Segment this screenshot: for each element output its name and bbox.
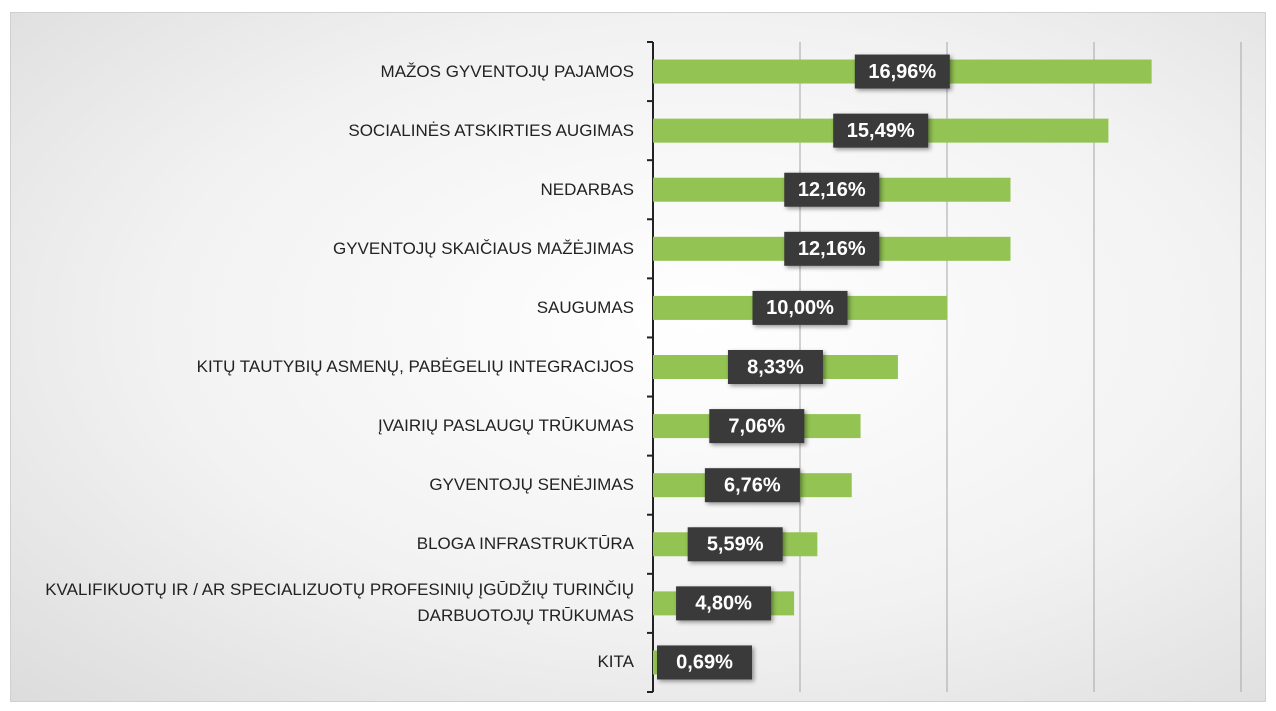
value-label-box [709, 409, 805, 444]
value-label: 15,49% [847, 120, 915, 142]
value-label: 10,00% [766, 297, 834, 319]
value-label-box [657, 645, 752, 680]
value-label: 8,33% [747, 356, 804, 378]
category-label: GYVENTOJŲ SKAIČIAUS MAŽĖJIMAS [332, 238, 634, 258]
value-label: 16,96% [868, 61, 936, 83]
value-label-box [784, 231, 880, 266]
category-label: NEDARBAS [540, 179, 634, 199]
value-label: 7,06% [728, 415, 785, 437]
value-label-box [854, 54, 950, 89]
category-label: ĮVAIRIŲ PASLAUGŲ TRŪKUMAS [378, 416, 634, 436]
value-label: 0,69% [676, 652, 733, 674]
value-label-box [833, 113, 929, 148]
category-label: KVALIFIKUOTŲ IR / AR SPECIALIZUOTŲ PROFE… [45, 580, 634, 626]
value-label-box [784, 172, 880, 207]
value-label: 12,16% [798, 238, 866, 260]
value-label-box [704, 468, 800, 503]
value-label-box [687, 527, 783, 562]
value-label-box [752, 290, 848, 325]
category-label: SOCIALINĖS ATSKIRTIES AUGIMAS [348, 120, 634, 140]
value-label: 4,80% [695, 593, 752, 615]
category-label: GYVENTOJŲ SENĖJIMAS [429, 475, 634, 495]
value-label: 12,16% [798, 179, 866, 201]
value-label: 5,59% [707, 534, 764, 556]
category-label: KITA [597, 652, 634, 672]
category-label: MAŽOS GYVENTOJŲ PAJAMOS [380, 61, 634, 81]
value-label: 6,76% [724, 474, 781, 496]
category-label: SAUGUMAS [536, 297, 634, 317]
value-label-box [676, 586, 772, 621]
value-label-box [727, 350, 823, 384]
category-label: BLOGA INFRASTRUKTŪRA [416, 534, 634, 554]
category-label: KITŲ TAUTYBIŲ ASMENŲ, PABĖGELIŲ INTEGRAC… [196, 357, 634, 376]
